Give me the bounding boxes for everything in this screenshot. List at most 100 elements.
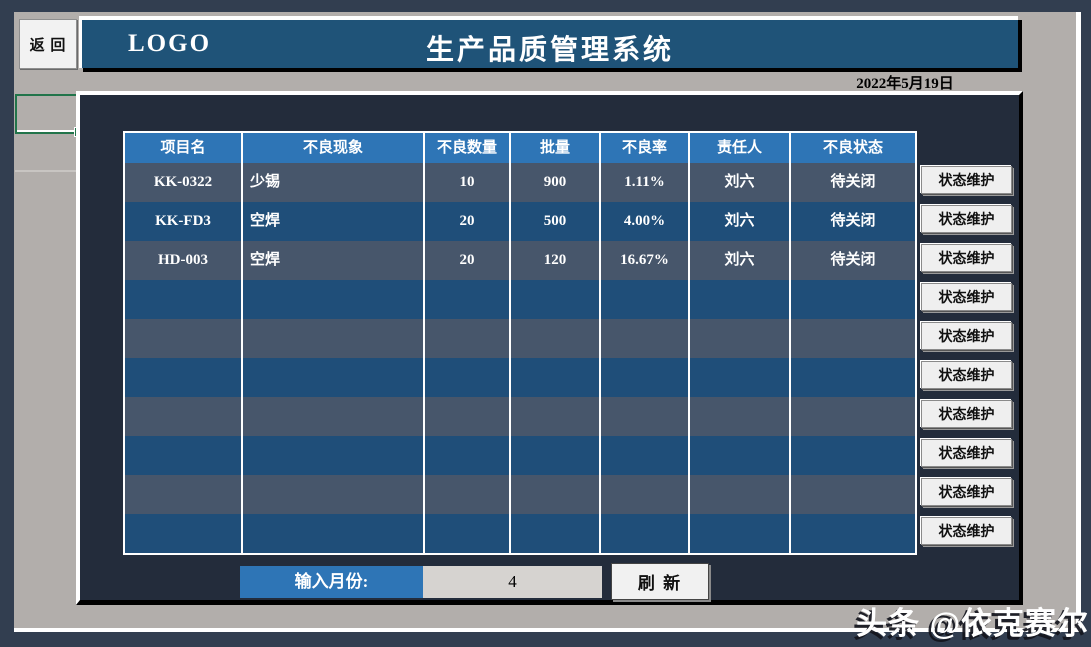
table-cell[interactable]: 20 bbox=[425, 202, 509, 241]
table-row bbox=[125, 475, 915, 514]
table-cell[interactable] bbox=[791, 436, 915, 475]
table-cell[interactable] bbox=[690, 475, 789, 514]
table-cell[interactable] bbox=[511, 358, 599, 397]
table-cell[interactable] bbox=[601, 475, 688, 514]
column-header: 不良率 bbox=[601, 133, 688, 163]
status-maintain-button[interactable]: 状态维护 bbox=[921, 478, 1012, 506]
table-cell[interactable] bbox=[690, 319, 789, 358]
month-input-field[interactable]: 4 bbox=[423, 566, 602, 598]
status-maintain-button[interactable]: 状态维护 bbox=[921, 166, 1012, 194]
table-row: KK-FD3 空焊 20 500 4.00% 刘六 待关闭 bbox=[125, 202, 915, 241]
status-maintain-button[interactable]: 状态维护 bbox=[921, 322, 1012, 350]
watermark: 头条 @依克赛尔 bbox=[856, 606, 1089, 641]
table-cell[interactable]: KK-FD3 bbox=[125, 202, 241, 241]
back-button[interactable]: 返 回 bbox=[19, 19, 77, 69]
table-cell[interactable] bbox=[601, 514, 688, 553]
table-row bbox=[125, 358, 915, 397]
table-cell[interactable] bbox=[425, 475, 509, 514]
table-cell[interactable]: 1.11% bbox=[601, 163, 688, 202]
table-cell[interactable]: 刘六 bbox=[690, 202, 789, 241]
table-cell[interactable] bbox=[425, 514, 509, 553]
table-cell[interactable] bbox=[243, 397, 423, 436]
table-cell[interactable] bbox=[125, 514, 241, 553]
table-cell[interactable] bbox=[425, 397, 509, 436]
status-maintain-button[interactable]: 状态维护 bbox=[921, 517, 1012, 545]
table-cell[interactable] bbox=[690, 514, 789, 553]
table-cell[interactable] bbox=[511, 319, 599, 358]
table-cell[interactable] bbox=[690, 397, 789, 436]
table-cell[interactable] bbox=[601, 358, 688, 397]
table-cell[interactable] bbox=[511, 514, 599, 553]
table-cell[interactable] bbox=[125, 319, 241, 358]
table-cell[interactable] bbox=[243, 514, 423, 553]
column-header: 不良数量 bbox=[425, 133, 509, 163]
table-cell[interactable]: 4.00% bbox=[601, 202, 688, 241]
month-input-label: 输入月份: bbox=[240, 566, 423, 598]
table-cell[interactable] bbox=[125, 397, 241, 436]
table-cell[interactable]: 刘六 bbox=[690, 163, 789, 202]
table-cell[interactable] bbox=[243, 280, 423, 319]
table-cell[interactable] bbox=[425, 358, 509, 397]
table-cell[interactable] bbox=[125, 358, 241, 397]
table-cell[interactable] bbox=[243, 319, 423, 358]
table-row: HD-003 空焊 20 120 16.67% 刘六 待关闭 bbox=[125, 241, 915, 280]
table-cell[interactable] bbox=[601, 319, 688, 358]
table-cell[interactable] bbox=[601, 397, 688, 436]
table-row bbox=[125, 319, 915, 358]
status-maintain-button[interactable]: 状态维护 bbox=[921, 205, 1012, 233]
table-cell[interactable] bbox=[601, 280, 688, 319]
table-cell[interactable]: 120 bbox=[511, 241, 599, 280]
table-cell[interactable] bbox=[243, 475, 423, 514]
table-cell[interactable]: 10 bbox=[425, 163, 509, 202]
table-cell[interactable]: 20 bbox=[425, 241, 509, 280]
table-cell[interactable]: 待关闭 bbox=[791, 163, 915, 202]
logo-text: LOGO bbox=[128, 30, 212, 57]
table-cell[interactable]: 刘六 bbox=[690, 241, 789, 280]
table-cell[interactable] bbox=[791, 514, 915, 553]
status-maintain-button[interactable]: 状态维护 bbox=[921, 244, 1012, 272]
table-cell[interactable]: 16.67% bbox=[601, 241, 688, 280]
table-cell[interactable] bbox=[243, 436, 423, 475]
table-cell[interactable]: 空焊 bbox=[243, 202, 423, 241]
status-maintain-button[interactable]: 状态维护 bbox=[921, 400, 1012, 428]
refresh-button[interactable]: 刷 新 bbox=[611, 563, 709, 600]
table-cell[interactable] bbox=[511, 397, 599, 436]
defects-table: 项目名 不良现象 不良数量 批量 不良率 责任人 不良状态 KK-0322 少锡 10 900 1.1… bbox=[123, 131, 917, 555]
status-maintain-button[interactable]: 状态维护 bbox=[921, 439, 1012, 467]
table-cell[interactable]: 500 bbox=[511, 202, 599, 241]
date-label: 2022年5月19日 bbox=[856, 76, 954, 92]
table-cell[interactable] bbox=[690, 436, 789, 475]
table-cell[interactable] bbox=[125, 475, 241, 514]
table-cell[interactable] bbox=[791, 397, 915, 436]
table-cell[interactable] bbox=[511, 436, 599, 475]
table-row: KK-0322 少锡 10 900 1.11% 刘六 待关闭 bbox=[125, 163, 915, 202]
table-cell[interactable] bbox=[425, 436, 509, 475]
table-cell[interactable] bbox=[511, 280, 599, 319]
table-cell[interactable] bbox=[791, 319, 915, 358]
table-cell[interactable] bbox=[125, 280, 241, 319]
table-cell[interactable] bbox=[791, 280, 915, 319]
table-cell[interactable] bbox=[511, 475, 599, 514]
table-cell[interactable] bbox=[791, 358, 915, 397]
table-cell[interactable] bbox=[425, 280, 509, 319]
table-cell[interactable]: 空焊 bbox=[243, 241, 423, 280]
table-cell[interactable] bbox=[125, 436, 241, 475]
selected-cell-indicator[interactable] bbox=[15, 94, 84, 137]
table-cell[interactable]: 900 bbox=[511, 163, 599, 202]
table-cell[interactable]: 待关闭 bbox=[791, 241, 915, 280]
table-cell[interactable]: KK-0322 bbox=[125, 163, 241, 202]
table-cell[interactable]: HD-003 bbox=[125, 241, 241, 280]
table-cell[interactable] bbox=[243, 358, 423, 397]
table-cell[interactable] bbox=[690, 280, 789, 319]
status-maintain-button[interactable]: 状态维护 bbox=[921, 283, 1012, 311]
table-cell[interactable] bbox=[601, 436, 688, 475]
table-cell[interactable] bbox=[791, 475, 915, 514]
table-cell[interactable]: 少锡 bbox=[243, 163, 423, 202]
status-maintain-button[interactable]: 状态维护 bbox=[921, 361, 1012, 389]
table-cell[interactable]: 待关闭 bbox=[791, 202, 915, 241]
table-cell[interactable] bbox=[690, 358, 789, 397]
table-row bbox=[125, 436, 915, 475]
table-cell[interactable] bbox=[425, 319, 509, 358]
column-header: 项目名 bbox=[125, 133, 241, 163]
